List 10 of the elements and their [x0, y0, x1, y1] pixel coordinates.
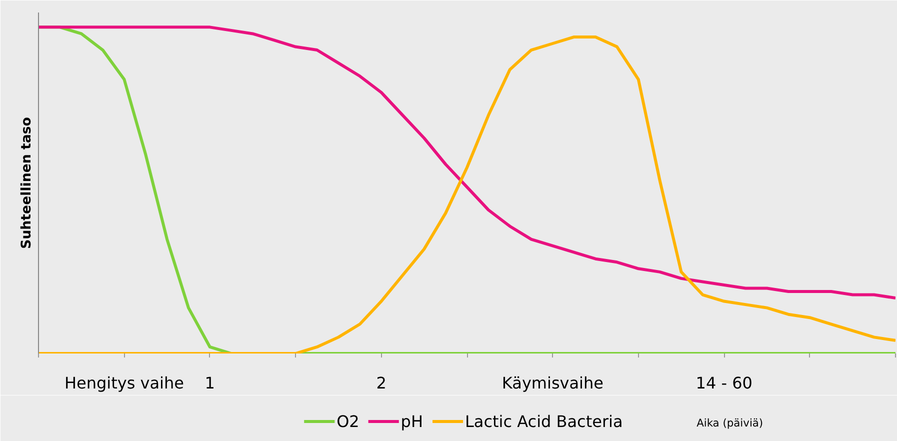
legend-label: Lactic Acid Bacteria: [464, 412, 623, 431]
x-tick-label: 2: [376, 374, 386, 392]
x-tick-label: Käymisvaihe: [502, 374, 604, 392]
legend-label: O2: [336, 412, 360, 431]
y-axis-title: Suhteellinen taso: [20, 117, 34, 249]
x-tick-label: 1: [204, 374, 215, 392]
x-tick-label: Hengitys vaihe: [64, 374, 184, 392]
x-axis-title: Aika (päiviä): [696, 416, 764, 430]
x-tick-label: 14 - 60: [696, 374, 752, 392]
legend-label: pH: [400, 412, 423, 431]
